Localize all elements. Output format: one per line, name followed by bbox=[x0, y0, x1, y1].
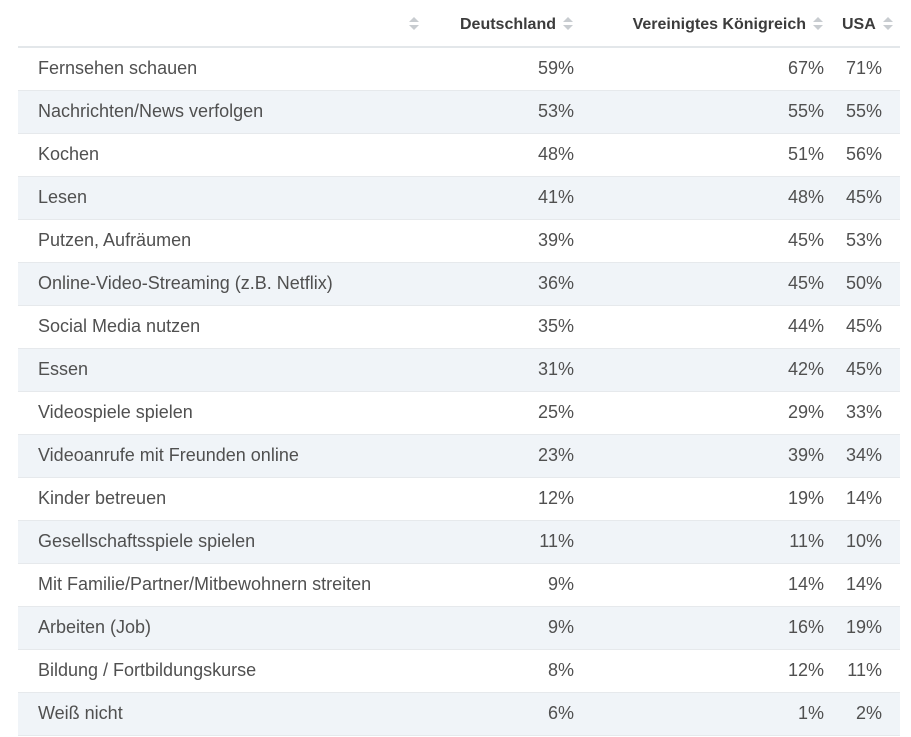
cell-deutschland: 59% bbox=[420, 47, 592, 91]
header-usa[interactable]: USA bbox=[842, 4, 900, 48]
cell-deutschland: 8% bbox=[420, 649, 592, 693]
cell-usa: 56% bbox=[842, 133, 900, 177]
sort-icon[interactable] bbox=[882, 16, 894, 32]
row-label: Mit Familie/Partner/Mitbewohnern streite… bbox=[18, 563, 420, 607]
cell-usa: 2% bbox=[842, 692, 900, 736]
cell-vereinigtes-koenigreich: 29% bbox=[592, 391, 842, 435]
cell-usa: 10% bbox=[842, 520, 900, 564]
table-row: Social Media nutzen 35% 44% 45% bbox=[18, 305, 900, 349]
cell-deutschland: 9% bbox=[420, 606, 592, 650]
cell-usa: 45% bbox=[842, 305, 900, 349]
cell-vereinigtes-koenigreich: 45% bbox=[592, 262, 842, 306]
header-vereinigtes-koenigreich-label: Vereinigtes Königreich bbox=[632, 16, 806, 33]
cell-deutschland: 35% bbox=[420, 305, 592, 349]
row-label: Bildung / Fortbildungskurse bbox=[18, 649, 420, 693]
cell-vereinigtes-koenigreich: 42% bbox=[592, 348, 842, 392]
row-label: Videoanrufe mit Freunden online bbox=[18, 434, 420, 478]
header-usa-label: USA bbox=[842, 16, 876, 33]
cell-deutschland: 36% bbox=[420, 262, 592, 306]
table-row: Weiß nicht 6% 1% 2% bbox=[18, 692, 900, 736]
row-label: Fernsehen schauen bbox=[18, 47, 420, 91]
table-row: Online-Video-Streaming (z.B. Netflix) 36… bbox=[18, 262, 900, 306]
table-row: Gesellschaftsspiele spielen 11% 11% 10% bbox=[18, 520, 900, 564]
cell-deutschland: 53% bbox=[420, 90, 592, 134]
cell-vereinigtes-koenigreich: 67% bbox=[592, 47, 842, 91]
cell-vereinigtes-koenigreich: 51% bbox=[592, 133, 842, 177]
row-label: Kinder betreuen bbox=[18, 477, 420, 521]
row-label: Gesellschaftsspiele spielen bbox=[18, 520, 420, 564]
row-label: Weiß nicht bbox=[18, 692, 420, 736]
cell-usa: 14% bbox=[842, 563, 900, 607]
cell-deutschland: 48% bbox=[420, 133, 592, 177]
cell-vereinigtes-koenigreich: 16% bbox=[592, 606, 842, 650]
cell-deutschland: 9% bbox=[420, 563, 592, 607]
row-label: Putzen, Aufräumen bbox=[18, 219, 420, 263]
table-row: Bildung / Fortbildungskurse 8% 12% 11% bbox=[18, 649, 900, 693]
cell-usa: 53% bbox=[842, 219, 900, 263]
table-row: Videoanrufe mit Freunden online 23% 39% … bbox=[18, 434, 900, 478]
sort-icon[interactable] bbox=[408, 16, 420, 32]
table-row: Mit Familie/Partner/Mitbewohnern streite… bbox=[18, 563, 900, 607]
table-row: Videospiele spielen 25% 29% 33% bbox=[18, 391, 900, 435]
row-label: Essen bbox=[18, 348, 420, 392]
table-row: Putzen, Aufräumen 39% 45% 53% bbox=[18, 219, 900, 263]
data-table: Deutschland Vereinigtes Königreich USA F… bbox=[18, 4, 900, 736]
row-label: Arbeiten (Job) bbox=[18, 606, 420, 650]
cell-usa: 45% bbox=[842, 176, 900, 220]
cell-deutschland: 12% bbox=[420, 477, 592, 521]
row-label: Lesen bbox=[18, 176, 420, 220]
table-row: Kochen 48% 51% 56% bbox=[18, 133, 900, 177]
cell-vereinigtes-koenigreich: 14% bbox=[592, 563, 842, 607]
header-deutschland[interactable]: Deutschland bbox=[420, 4, 592, 48]
row-label: Online-Video-Streaming (z.B. Netflix) bbox=[18, 262, 420, 306]
table-row: Kinder betreuen 12% 19% 14% bbox=[18, 477, 900, 521]
cell-deutschland: 11% bbox=[420, 520, 592, 564]
cell-vereinigtes-koenigreich: 19% bbox=[592, 477, 842, 521]
header-deutschland-label: Deutschland bbox=[459, 16, 556, 33]
row-label: Kochen bbox=[18, 133, 420, 177]
table-row: Arbeiten (Job) 9% 16% 19% bbox=[18, 606, 900, 650]
cell-usa: 45% bbox=[842, 348, 900, 392]
cell-usa: 34% bbox=[842, 434, 900, 478]
cell-deutschland: 23% bbox=[420, 434, 592, 478]
table-row: Fernsehen schauen 59% 67% 71% bbox=[18, 47, 900, 91]
cell-vereinigtes-koenigreich: 1% bbox=[592, 692, 842, 736]
header-vereinigtes-koenigreich[interactable]: Vereinigtes Königreich bbox=[592, 4, 842, 48]
row-label: Videospiele spielen bbox=[18, 391, 420, 435]
cell-usa: 33% bbox=[842, 391, 900, 435]
cell-deutschland: 41% bbox=[420, 176, 592, 220]
cell-vereinigtes-koenigreich: 44% bbox=[592, 305, 842, 349]
cell-deutschland: 6% bbox=[420, 692, 592, 736]
table-row: Essen 31% 42% 45% bbox=[18, 348, 900, 392]
cell-deutschland: 39% bbox=[420, 219, 592, 263]
cell-usa: 71% bbox=[842, 47, 900, 91]
cell-vereinigtes-koenigreich: 11% bbox=[592, 520, 842, 564]
cell-vereinigtes-koenigreich: 48% bbox=[592, 176, 842, 220]
table-header-row: Deutschland Vereinigtes Königreich USA bbox=[18, 4, 900, 48]
row-label: Nachrichten/News verfolgen bbox=[18, 90, 420, 134]
cell-usa: 50% bbox=[842, 262, 900, 306]
table-row: Nachrichten/News verfolgen 53% 55% 55% bbox=[18, 90, 900, 134]
table-row: Lesen 41% 48% 45% bbox=[18, 176, 900, 220]
cell-usa: 19% bbox=[842, 606, 900, 650]
sort-icon[interactable] bbox=[812, 16, 824, 32]
cell-usa: 14% bbox=[842, 477, 900, 521]
header-label-column[interactable] bbox=[18, 4, 420, 48]
cell-deutschland: 25% bbox=[420, 391, 592, 435]
cell-usa: 11% bbox=[842, 649, 900, 693]
cell-vereinigtes-koenigreich: 39% bbox=[592, 434, 842, 478]
sort-icon[interactable] bbox=[562, 16, 574, 32]
row-label: Social Media nutzen bbox=[18, 305, 420, 349]
cell-vereinigtes-koenigreich: 12% bbox=[592, 649, 842, 693]
cell-usa: 55% bbox=[842, 90, 900, 134]
cell-vereinigtes-koenigreich: 45% bbox=[592, 219, 842, 263]
cell-vereinigtes-koenigreich: 55% bbox=[592, 90, 842, 134]
cell-deutschland: 31% bbox=[420, 348, 592, 392]
